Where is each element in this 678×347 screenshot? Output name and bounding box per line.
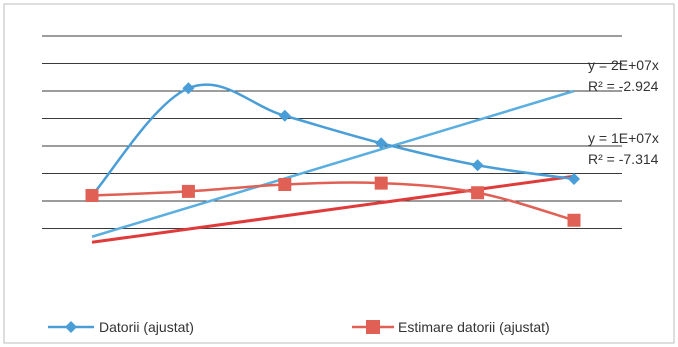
series-1-marker-6	[568, 173, 580, 185]
series-2-marker-3	[278, 178, 292, 191]
series-line-2	[90, 181, 576, 222]
series-1-marker-4	[375, 137, 388, 150]
series-1-marker-5	[471, 159, 484, 172]
series-2-marker-2	[181, 184, 195, 198]
series-1-marker-2	[182, 82, 195, 95]
trendline-2-r-squared: R² = -7.314	[588, 151, 659, 167]
legend-label-estimare: Estimare datorii (ajustat)	[398, 319, 550, 335]
legend-item-datorii: Datorii (ajustat)	[48, 319, 194, 335]
legend-marker-diamond	[65, 321, 77, 333]
series-2-marker-6	[567, 213, 581, 227]
trendlines	[91, 89, 575, 244]
trendline-1-r-squared: R² = -2.924	[588, 78, 659, 94]
trendline-2-equation: y = 1E+07x	[588, 130, 659, 146]
trendline-1-equation: y = 2E+07x	[588, 57, 659, 73]
series-2-marker-4	[374, 176, 388, 190]
legend: Datorii (ajustat) Estimare datorii (ajus…	[48, 319, 550, 335]
legend-item-estimare: Estimare datorii (ajustat)	[352, 319, 550, 335]
legend-label-datorii: Datorii (ajustat)	[99, 319, 194, 335]
legend-marker-square	[366, 320, 380, 334]
gridlines	[42, 35, 622, 229]
series-2-marker-5	[471, 186, 485, 200]
trendline-2	[91, 174, 575, 244]
series-2-marker-1	[85, 189, 99, 202]
markers	[85, 82, 581, 227]
trendline-1	[91, 89, 575, 238]
series-1-marker-3	[278, 109, 291, 122]
